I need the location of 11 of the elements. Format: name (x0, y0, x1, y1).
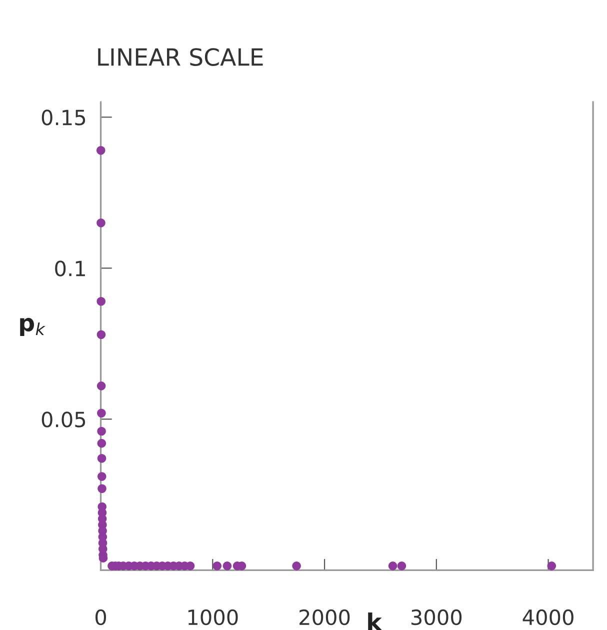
x-tick-label: 2000 (300, 609, 350, 626)
x-axis-title: k (368, 612, 382, 630)
x-tick-label: 4000 (522, 609, 574, 626)
y-axis-title: p$_{k}$ (20, 318, 46, 336)
x-tick-label: 0 (96, 609, 106, 626)
x-tick-label: 3000 (411, 609, 462, 626)
y-tick-label: 0.1 (55, 260, 85, 276)
y-tick-label: 0.05 (42, 412, 86, 428)
chart-title: LINEAR SCALE (98, 48, 263, 66)
x-tick-label: 1000 (188, 609, 238, 626)
y-tick-label: 0.15 (42, 110, 86, 126)
